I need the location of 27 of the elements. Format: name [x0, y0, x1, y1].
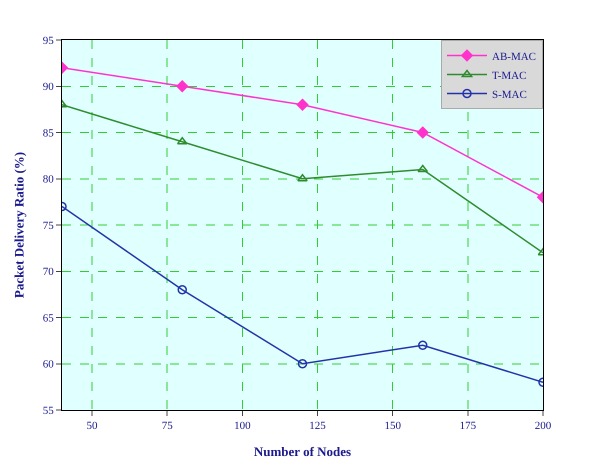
y-tick-label: 90: [42, 81, 54, 94]
y-tick-label: 80: [42, 174, 54, 186]
y-tick-label: 70: [42, 266, 54, 278]
x-axis-title: Number of Nodes: [254, 444, 352, 459]
x-tick-label: 150: [384, 420, 402, 432]
point: [296, 98, 308, 111]
y-tick-label: 85: [42, 127, 54, 140]
x-tick-label: 175: [460, 420, 477, 432]
x-tick-label: 125: [309, 420, 326, 432]
legend-label: AB-MAC: [492, 50, 536, 63]
legend-label: S-MAC: [492, 88, 527, 101]
point: [178, 285, 187, 294]
y-tick-label: 95: [42, 34, 54, 47]
point: [416, 126, 429, 138]
point: [298, 359, 308, 368]
point: [176, 80, 188, 92]
x-tick-label: 75: [162, 420, 174, 432]
y-tick-label: 75: [42, 220, 54, 232]
x-tick-label: 200: [534, 420, 552, 432]
legend-label: T-MAC: [492, 70, 526, 82]
y-tick-label: 55: [42, 404, 54, 417]
x-tick-label: 100: [234, 420, 252, 432]
point: [418, 340, 428, 350]
y-tick-label: 60: [42, 358, 54, 371]
y-tick-label: 65: [42, 312, 54, 324]
x-tick-label: 50: [86, 420, 98, 432]
y-axis-title: Packet Delivery Ratio (%): [12, 152, 27, 298]
